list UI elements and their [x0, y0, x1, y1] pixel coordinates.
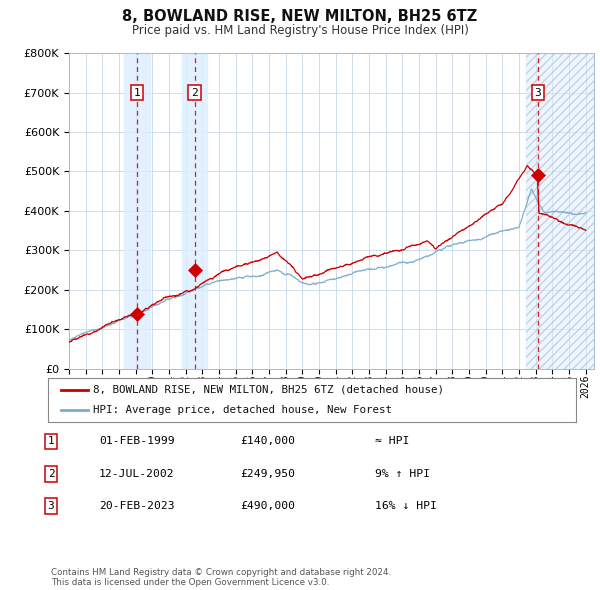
Text: 2: 2 [47, 469, 55, 478]
Text: £249,950: £249,950 [240, 469, 295, 478]
Text: 9% ↑ HPI: 9% ↑ HPI [375, 469, 430, 478]
Text: £490,000: £490,000 [240, 502, 295, 511]
Text: 8, BOWLAND RISE, NEW MILTON, BH25 6TZ: 8, BOWLAND RISE, NEW MILTON, BH25 6TZ [122, 9, 478, 24]
Text: 1: 1 [134, 87, 140, 97]
Text: 3: 3 [47, 502, 55, 511]
Text: 2: 2 [191, 87, 198, 97]
Text: 3: 3 [535, 87, 541, 97]
Text: Price paid vs. HM Land Registry's House Price Index (HPI): Price paid vs. HM Land Registry's House … [131, 24, 469, 37]
Text: 12-JUL-2002: 12-JUL-2002 [99, 469, 175, 478]
Text: 8, BOWLAND RISE, NEW MILTON, BH25 6TZ (detached house): 8, BOWLAND RISE, NEW MILTON, BH25 6TZ (d… [93, 385, 444, 395]
Text: Contains HM Land Registry data © Crown copyright and database right 2024.
This d: Contains HM Land Registry data © Crown c… [51, 568, 391, 587]
Text: 16% ↓ HPI: 16% ↓ HPI [375, 502, 437, 511]
Text: 20-FEB-2023: 20-FEB-2023 [99, 502, 175, 511]
Bar [526, 53, 594, 369]
Bar [124, 53, 150, 369]
Text: 1: 1 [47, 437, 55, 446]
Text: 01-FEB-1999: 01-FEB-1999 [99, 437, 175, 446]
Text: ≈ HPI: ≈ HPI [375, 437, 409, 446]
Bar [526, 53, 594, 369]
Bar [182, 53, 208, 369]
Text: £140,000: £140,000 [240, 437, 295, 446]
Text: HPI: Average price, detached house, New Forest: HPI: Average price, detached house, New … [93, 405, 392, 415]
